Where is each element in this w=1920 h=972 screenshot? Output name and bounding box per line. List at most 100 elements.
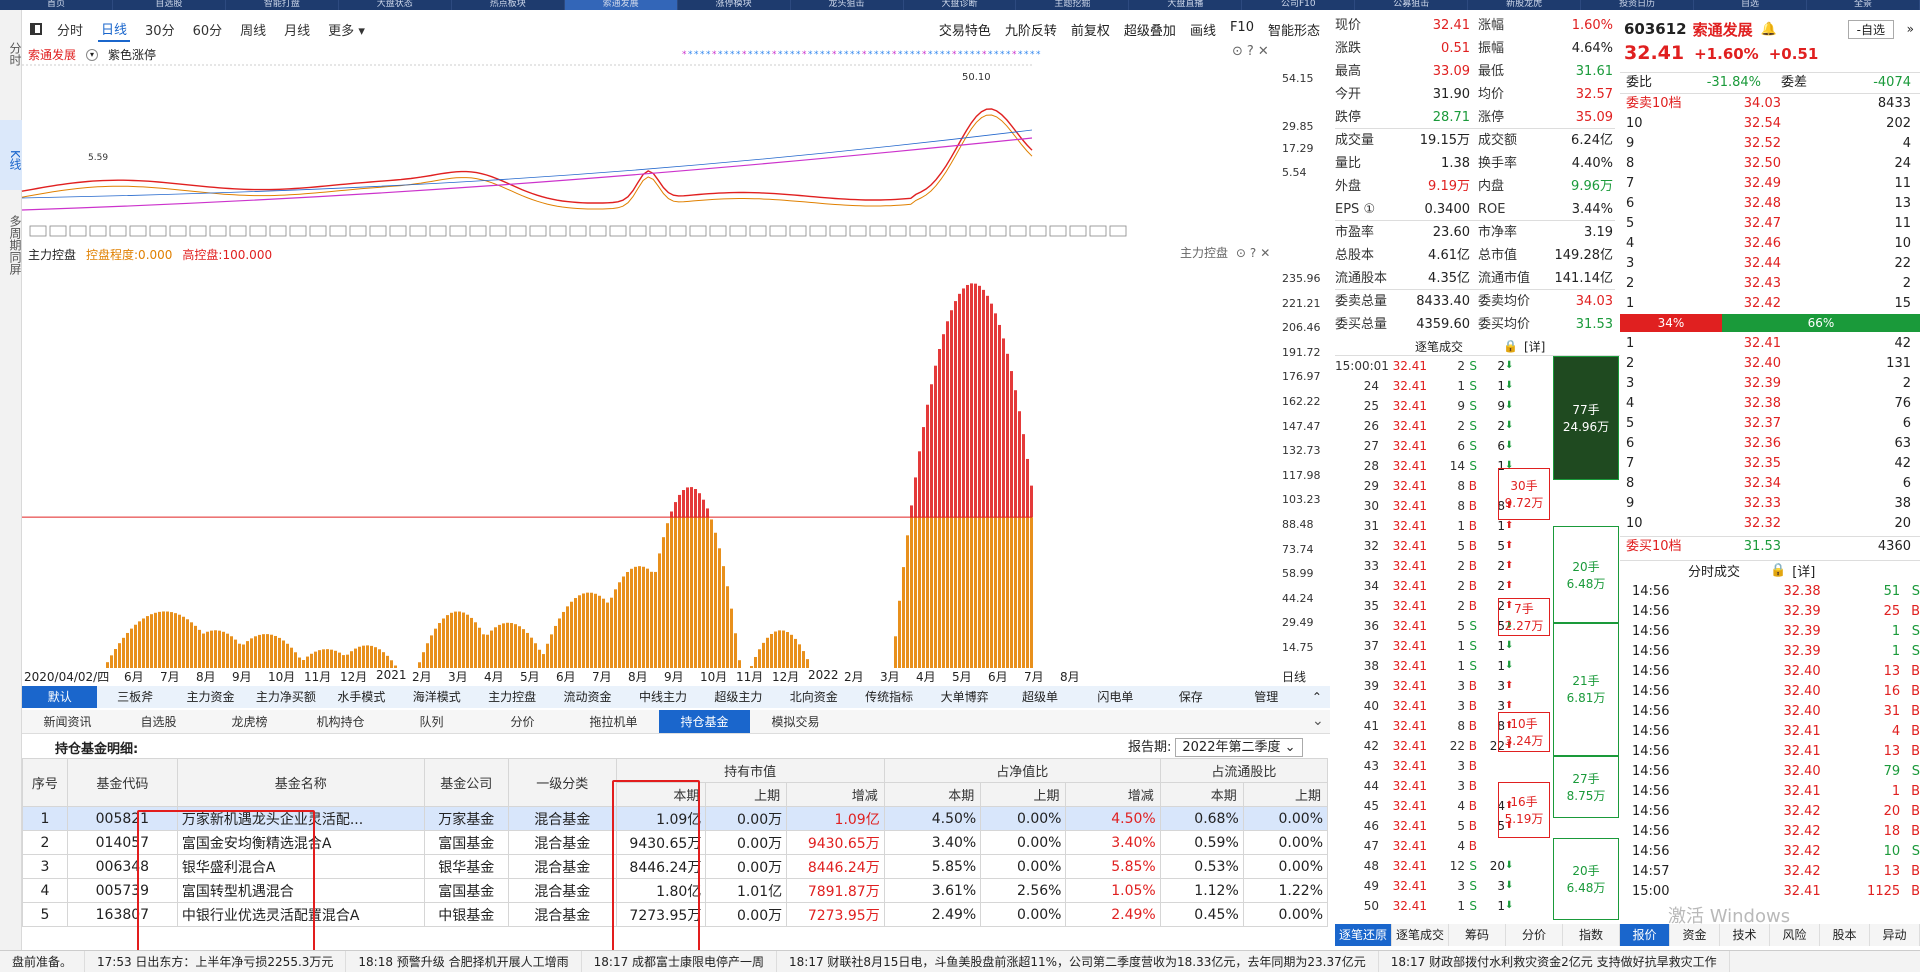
fund-row[interactable]: 3 006348 银华盛利混合A 银华基金 混合基金 8446.24万 0.00万 8446.…	[22, 854, 1329, 879]
sidebar-toggle-icon[interactable]	[30, 23, 42, 35]
news-item[interactable]: 18:17 财政部拨付水利救灾资金2亿元 支持做好抗旱救灾工作	[1379, 951, 1730, 972]
tick-bottom-tab[interactable]: 逐笔还原	[1335, 924, 1392, 946]
top-nav-item[interactable]: 热点板块	[452, 0, 565, 10]
tick-detail-link[interactable]: [详]	[1523, 339, 1546, 354]
top-nav-item[interactable]: 涨停模块	[678, 0, 791, 10]
col-fund-company[interactable]: 基金公司	[423, 758, 509, 807]
lock-icon[interactable]: 🔒	[1770, 563, 1787, 578]
lock-icon[interactable]: 🔒	[1503, 339, 1518, 353]
help-icon[interactable]: ?	[1249, 246, 1261, 260]
collapse-up-icon[interactable]: ⌃	[1311, 690, 1322, 704]
view-multi-period[interactable]: 多周期同屏	[8, 215, 22, 275]
quote-bottom-tab[interactable]: 股本	[1820, 924, 1870, 946]
col-mv-previous[interactable]: 上期	[705, 782, 788, 807]
period-60min[interactable]: 60分	[192, 23, 223, 39]
top-nav-item[interactable]: 首页	[0, 0, 113, 10]
tick-bottom-tab[interactable]: 指数	[1563, 924, 1620, 946]
tick-bottom-tab[interactable]: 分价	[1506, 924, 1563, 946]
close-icon[interactable]: ✕	[1257, 44, 1273, 59]
top-nav-item[interactable]: 大盘诊断	[904, 0, 1017, 10]
col-nav-change[interactable]: 增减	[1065, 782, 1161, 807]
info-tab[interactable]: 拖拉机单	[589, 715, 638, 729]
control-chart[interactable]	[22, 258, 1272, 668]
news-item[interactable]: 18:18 预警升级 合肥择机开展人工增雨	[346, 951, 582, 972]
tool-nine-reverse[interactable]: 九阶反转	[1004, 23, 1057, 39]
indicator-tab[interactable]: 海洋模式	[412, 690, 461, 704]
fenshi-detail-link[interactable]: [详]	[1792, 565, 1816, 580]
period-30min[interactable]: 30分	[145, 23, 175, 39]
quote-bottom-tab[interactable]: 风险	[1770, 924, 1820, 946]
indicator-tab[interactable]: 主力控盘	[488, 690, 537, 704]
info-tab[interactable]: 新闻资讯	[43, 715, 92, 729]
info-tab[interactable]: 机构持仓	[316, 715, 365, 729]
news-item[interactable]: 17:53 日出东方：上半年净亏损2255.3万元	[85, 951, 347, 972]
collapse-icon[interactable]: ⌄	[1312, 713, 1324, 729]
col-mv-current[interactable]: 本期	[615, 782, 707, 807]
top-nav-item[interactable]: 大盘直播	[1129, 0, 1243, 10]
indicator-tab[interactable]: 超级单	[1021, 690, 1058, 704]
info-tab[interactable]: 持仓基金	[659, 710, 750, 733]
indicator-tab[interactable]: 超级主力	[714, 690, 763, 704]
bell-icon[interactable]: 🔔	[1760, 21, 1777, 37]
period-daily[interactable]: 日线	[98, 17, 131, 42]
info-tab[interactable]: 自选股	[140, 715, 177, 729]
fund-row[interactable]: 2 014057 富国金安均衡精选混合A 富国基金 混合基金 9430.65万 0.00万 9…	[22, 830, 1329, 855]
top-nav-item[interactable]: 主题挖掘	[1016, 0, 1130, 10]
top-nav-item[interactable]: 公募狙击	[1355, 0, 1469, 10]
info-tab[interactable]: 队列	[419, 715, 444, 729]
top-nav-item[interactable]: 自选	[1694, 0, 1807, 10]
view-fenshi[interactable]: 分时	[8, 42, 22, 66]
info-tab[interactable]: 分价	[510, 715, 535, 729]
quote-bottom-tab[interactable]: 异动	[1870, 924, 1920, 946]
col-mv-change[interactable]: 增减	[786, 782, 885, 807]
top-nav-item[interactable]: 投资日历	[1581, 0, 1695, 10]
fund-row[interactable]: 4 005739 富国转型机遇混合 富国基金 混合基金 1.80亿 1.01亿 7891.87…	[22, 878, 1329, 903]
tool-f10[interactable]: F10	[1229, 19, 1254, 35]
tick-bottom-tab[interactable]: 筹码	[1449, 924, 1506, 946]
tick-bottom-tab[interactable]: 逐笔成交	[1392, 924, 1449, 946]
period-monthly[interactable]: 月线	[284, 23, 311, 39]
indicator-tab[interactable]: 默认	[22, 686, 98, 708]
top-nav-item[interactable]: 智能打盘	[226, 0, 339, 10]
col-category[interactable]: 一级分类	[507, 758, 617, 807]
settings-icon[interactable]: ⊙	[1235, 246, 1250, 260]
news-item[interactable]: 18:17 成都富士康限电停产一周	[582, 951, 778, 972]
indicator-tab[interactable]: 北向资金	[789, 690, 838, 704]
col-float-current[interactable]: 本期	[1159, 782, 1244, 807]
info-tab[interactable]: 龙虎榜	[231, 715, 268, 729]
indicator-tab[interactable]: 主力净买额	[255, 690, 316, 704]
tool-draw-line[interactable]: 画线	[1189, 23, 1216, 39]
tool-trade-feature[interactable]: 交易特色	[938, 23, 991, 39]
col-float-previous[interactable]: 上期	[1242, 782, 1329, 807]
news-item[interactable]: 18:17 财联社8月15日电，斗鱼美股盘前涨超11%，公司第二季度营收为18.…	[777, 951, 1379, 972]
quote-bottom-tab[interactable]: 资金	[1670, 924, 1720, 946]
col-fund-name[interactable]: 基金名称	[176, 758, 425, 807]
period-fenshi[interactable]: 分时	[57, 23, 84, 39]
report-period-select[interactable]: 2022年第二季度 ⌄	[1175, 738, 1303, 757]
indicator-tab[interactable]: 大单博弈	[940, 690, 989, 704]
col-fund-code[interactable]: 基金代码	[66, 758, 178, 807]
col-nav-previous[interactable]: 上期	[980, 782, 1067, 807]
close-icon[interactable]: ✕	[1260, 246, 1275, 260]
indicator-tab[interactable]: 管理	[1254, 690, 1279, 704]
indicator-tab[interactable]: 闪电单	[1097, 690, 1134, 704]
tool-smart-pattern[interactable]: 智能形态	[1267, 23, 1320, 39]
period-more[interactable]: 更多 ▾	[328, 23, 365, 39]
col-seq[interactable]: 序号	[22, 758, 68, 807]
indicator-tab[interactable]: 三板斧	[117, 690, 154, 704]
indicator-tab[interactable]: 流动资金	[563, 690, 612, 704]
top-nav-item[interactable]: 龙头狙击	[791, 0, 904, 10]
top-nav-item[interactable]: 全景	[1807, 0, 1920, 10]
indicator-tab[interactable]: 传统指标	[865, 690, 914, 704]
top-nav-item[interactable]: 大盘状态	[339, 0, 452, 10]
top-nav-item[interactable]: 公司F10	[1242, 0, 1356, 10]
settings-icon[interactable]: ⊙	[1232, 44, 1247, 59]
fund-row[interactable]: 5 163807 中银行业优选灵活配置混合A 中银基金 混合基金 7273.95万 0.00…	[22, 902, 1329, 927]
kline-chart[interactable]: * * * * * * * * * * * * * * * * * * * * * * * * * * * * * * * * * * * * * * * *…	[21, 50, 1272, 220]
help-icon[interactable]: ?	[1246, 44, 1258, 59]
indicator-tab[interactable]: 水手模式	[337, 690, 386, 704]
remove-watchlist-button[interactable]: -自选	[1847, 19, 1894, 39]
quote-bottom-tab[interactable]: 技术	[1720, 924, 1770, 946]
top-nav-item[interactable]: 新股龙虎	[1468, 0, 1582, 10]
tool-super-overlay[interactable]: 超级叠加	[1123, 23, 1176, 39]
